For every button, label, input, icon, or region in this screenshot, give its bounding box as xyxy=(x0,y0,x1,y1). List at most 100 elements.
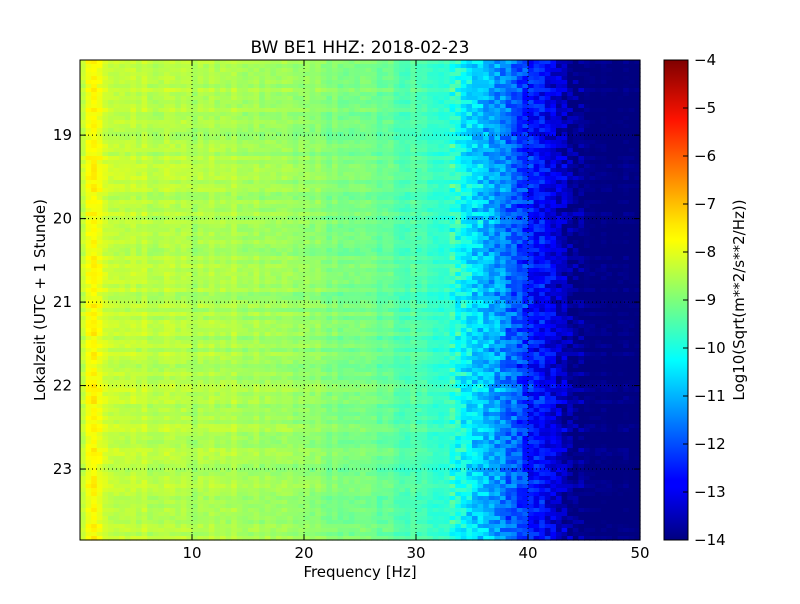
heatmap-cell xyxy=(371,248,378,253)
heatmap-cell xyxy=(298,236,305,241)
heatmap-cell xyxy=(634,76,641,81)
heatmap-cell xyxy=(130,172,137,177)
heatmap-cell xyxy=(533,80,540,85)
heatmap-cell xyxy=(634,104,641,109)
heatmap-cell xyxy=(248,120,255,125)
heatmap-cell xyxy=(477,76,484,81)
heatmap-cell xyxy=(298,140,305,145)
heatmap-cell xyxy=(164,184,171,189)
heatmap-cell xyxy=(360,108,367,113)
heatmap-cell xyxy=(516,88,523,93)
heatmap-cell xyxy=(348,64,355,69)
heatmap-cell xyxy=(399,216,406,221)
heatmap-cell xyxy=(595,168,602,173)
heatmap-cell xyxy=(326,240,333,245)
heatmap-cell xyxy=(595,132,602,137)
heatmap-cell xyxy=(85,188,92,193)
heatmap-cell xyxy=(466,60,473,65)
heatmap-cell xyxy=(270,132,277,137)
heatmap-cell xyxy=(169,224,176,229)
heatmap-cell xyxy=(360,220,367,225)
heatmap-cell xyxy=(410,176,417,181)
heatmap-cell xyxy=(623,84,630,89)
heatmap-cell xyxy=(595,164,602,169)
heatmap-cell xyxy=(522,148,529,153)
heatmap-cell xyxy=(264,132,271,137)
heatmap-cell xyxy=(404,216,411,221)
heatmap-cell xyxy=(225,236,232,241)
heatmap-cell xyxy=(455,224,462,229)
heatmap-cell xyxy=(259,204,266,209)
heatmap-cell xyxy=(158,216,165,221)
heatmap-cell xyxy=(225,160,232,165)
heatmap-cell xyxy=(203,88,210,93)
heatmap-cell xyxy=(343,148,350,153)
heatmap-cell xyxy=(511,240,518,245)
heatmap-cell xyxy=(309,76,316,81)
heatmap-cell xyxy=(214,80,221,85)
heatmap-cell xyxy=(455,168,462,173)
heatmap-cell xyxy=(466,156,473,161)
heatmap-cell xyxy=(505,92,512,97)
heatmap-cell xyxy=(617,200,624,205)
heatmap-cell xyxy=(578,128,585,133)
heatmap-cell xyxy=(102,200,109,205)
heatmap-cell xyxy=(494,120,501,125)
heatmap-cell xyxy=(96,160,103,165)
heatmap-cell xyxy=(488,68,495,73)
heatmap-cell xyxy=(544,92,551,97)
heatmap-cell xyxy=(539,136,546,141)
heatmap-cell xyxy=(455,144,462,149)
heatmap-cell xyxy=(85,108,92,113)
heatmap-cell xyxy=(556,180,563,185)
heatmap-cell xyxy=(466,200,473,205)
heatmap-cell xyxy=(572,164,579,169)
heatmap-cell xyxy=(96,200,103,205)
heatmap-cell xyxy=(141,252,148,257)
heatmap-cell xyxy=(623,128,630,133)
heatmap-cell xyxy=(589,140,596,145)
heatmap-cell xyxy=(449,84,456,89)
heatmap-cell xyxy=(427,92,434,97)
heatmap-cell xyxy=(584,232,591,237)
heatmap-cell xyxy=(214,236,221,241)
heatmap-cell xyxy=(561,240,568,245)
heatmap-cell xyxy=(623,176,630,181)
heatmap-cell xyxy=(371,96,378,101)
heatmap-cell xyxy=(505,72,512,77)
heatmap-cell xyxy=(354,172,361,177)
heatmap-cell xyxy=(410,244,417,249)
heatmap-cell xyxy=(175,216,182,221)
heatmap-cell xyxy=(438,224,445,229)
heatmap-cell xyxy=(315,116,322,121)
heatmap-cell xyxy=(326,188,333,193)
heatmap-cell xyxy=(164,104,171,109)
heatmap-cell xyxy=(483,180,490,185)
heatmap-cell xyxy=(136,192,143,197)
heatmap-cell xyxy=(494,232,501,237)
heatmap-cell xyxy=(595,148,602,153)
heatmap-cell xyxy=(287,200,294,205)
heatmap-cell xyxy=(270,68,277,73)
heatmap-cell xyxy=(556,224,563,229)
heatmap-cell xyxy=(164,228,171,233)
heatmap-cell xyxy=(393,220,400,225)
heatmap-cell xyxy=(91,132,98,137)
heatmap-cell xyxy=(376,244,383,249)
heatmap-cell xyxy=(427,152,434,157)
heatmap-cell xyxy=(180,256,187,261)
heatmap-cell xyxy=(304,188,311,193)
heatmap-cell xyxy=(612,204,619,209)
heatmap-cell xyxy=(304,68,311,73)
heatmap-cell xyxy=(500,188,507,193)
heatmap-cell xyxy=(628,120,635,125)
heatmap-cell xyxy=(606,96,613,101)
heatmap-cell xyxy=(208,152,215,157)
heatmap-cell xyxy=(528,196,535,201)
heatmap-cell xyxy=(158,108,165,113)
heatmap-cell xyxy=(270,224,277,229)
heatmap-cell xyxy=(623,104,630,109)
heatmap-cell xyxy=(365,108,372,113)
heatmap-cell xyxy=(248,200,255,205)
heatmap-cell xyxy=(477,132,484,137)
